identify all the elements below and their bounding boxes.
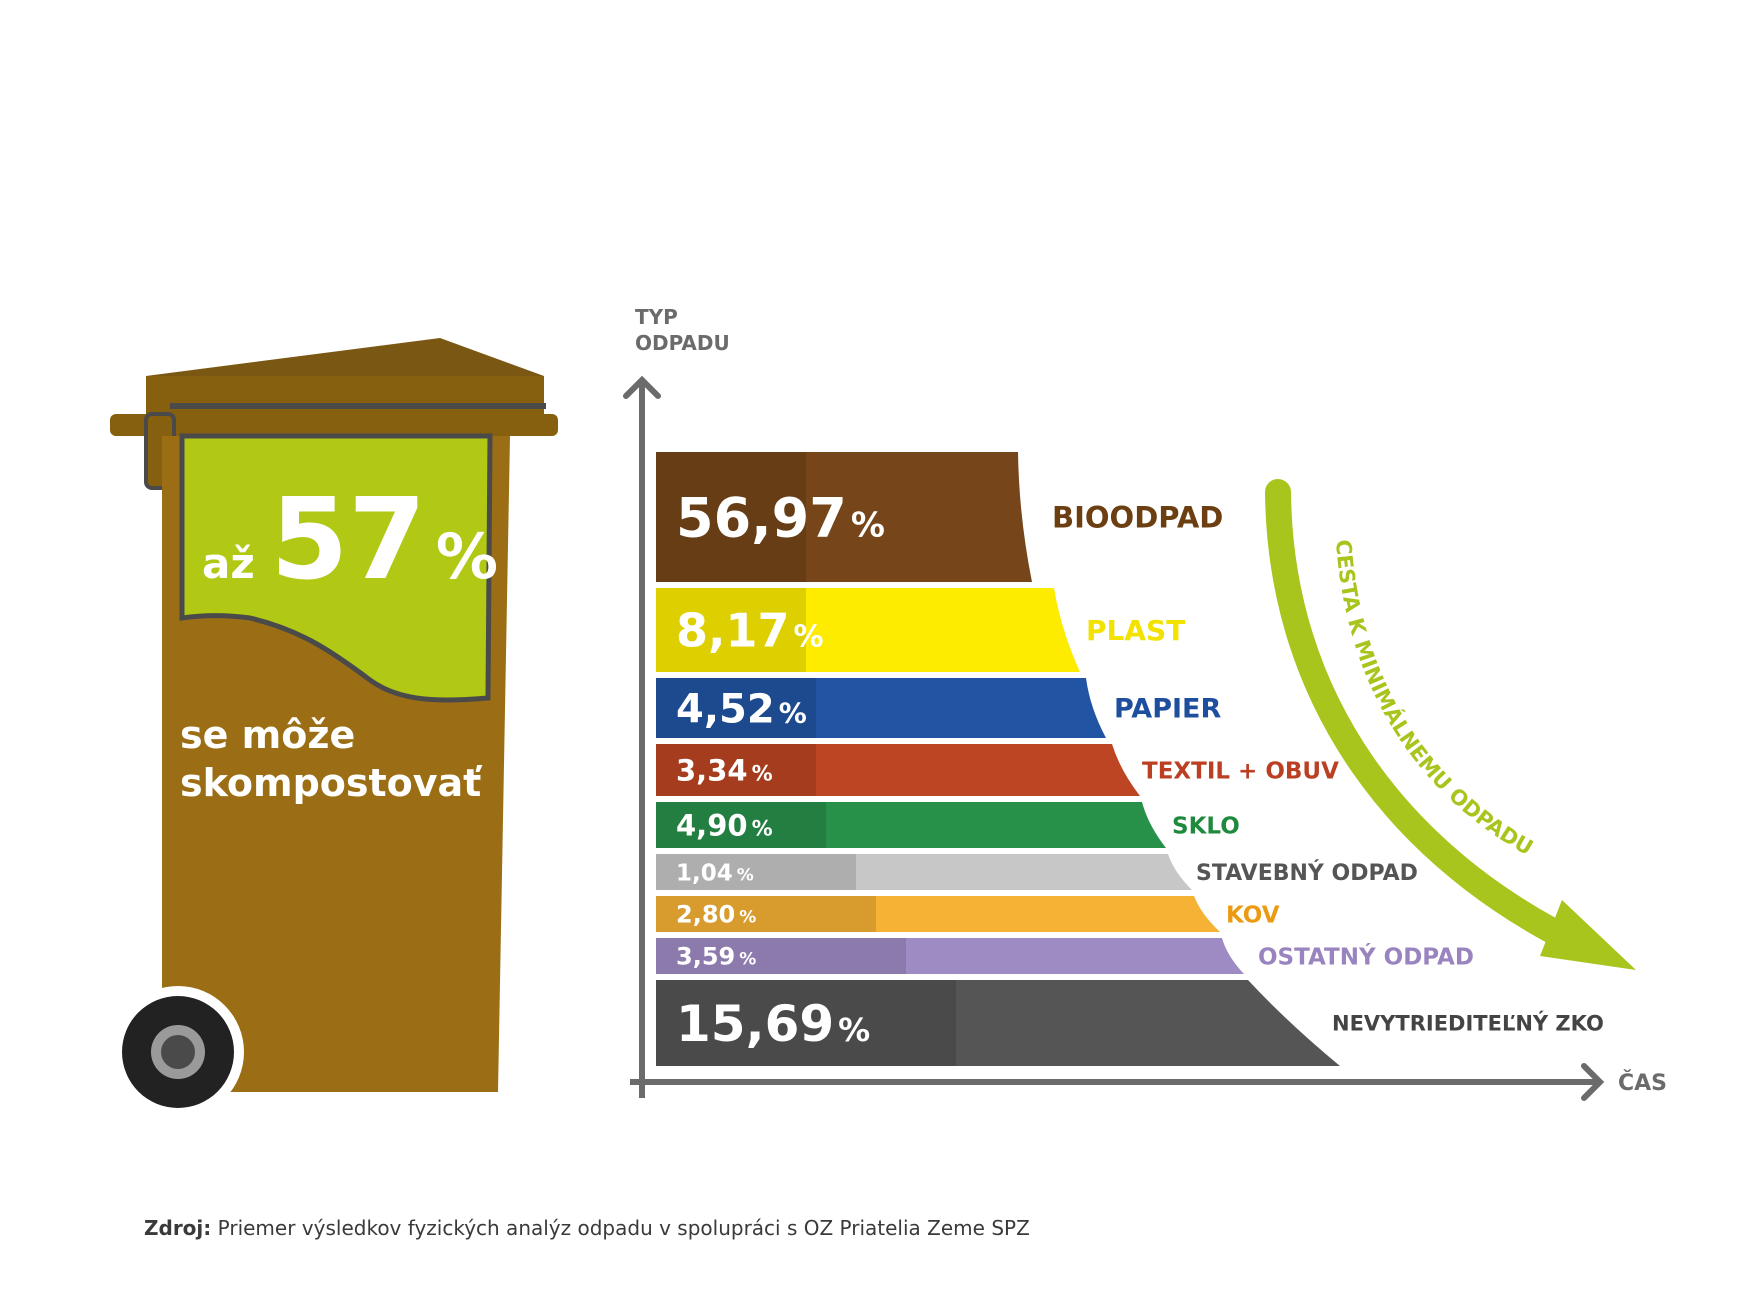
bar-4 xyxy=(656,744,1140,796)
bar-value-label-4: 3,34% xyxy=(676,753,773,787)
bar-value-number: 4,90 xyxy=(676,808,748,842)
bar-category-label-6: STAVEBNÝ ODPAD xyxy=(1196,860,1418,886)
minimal-waste-arrow: CESTA K MINIMÁLNEMU ODPADU xyxy=(1265,479,1636,970)
bar-1 xyxy=(656,452,1032,582)
source-note: Zdroj: Priemer výsledkov fyzických analý… xyxy=(144,1216,1030,1240)
bar-category-label-4: TEXTIL + OBUV xyxy=(1142,758,1339,784)
bar-value-number: 3,34 xyxy=(676,753,748,787)
bar-value-unit: % xyxy=(851,505,885,545)
bar-shade-2 xyxy=(656,588,806,672)
bar-value-label-9: 15,69% xyxy=(676,995,870,1053)
y-axis-label-line1: TYP xyxy=(635,305,678,329)
bar-shade-7 xyxy=(656,896,876,932)
bar-value-label-6: 1,04% xyxy=(676,860,754,886)
bar-7 xyxy=(656,896,1220,932)
bar-value-number: 1,04 xyxy=(676,860,733,886)
arrow-label: CESTA K MINIMÁLNEMU ODPADU xyxy=(1331,539,1537,860)
bin-label-area xyxy=(179,433,493,703)
bar-value-label-7: 2,80% xyxy=(676,901,756,929)
bar-6 xyxy=(656,854,1192,890)
bar-value-label-2: 8,17% xyxy=(676,604,824,658)
compost-bin: až 57 % se môže skompostovať xyxy=(110,338,558,1118)
bin-big-number: 57 xyxy=(270,475,426,605)
bar-value-unit: % xyxy=(739,950,756,970)
bar-shade-3 xyxy=(656,678,816,738)
bin-wheel xyxy=(112,986,244,1118)
bar-value-label-3: 4,52% xyxy=(676,686,807,732)
bar-value-number: 8,17 xyxy=(676,604,790,658)
bar-category-label-7: KOV xyxy=(1226,902,1280,928)
bin-percent: % xyxy=(436,520,498,593)
arrow-curve xyxy=(1265,479,1599,961)
bar-category-label-3: PAPIER xyxy=(1114,694,1221,725)
bar-8 xyxy=(656,938,1244,974)
y-axis-label-line2: ODPADU xyxy=(635,331,730,355)
bar-shade-8 xyxy=(656,938,906,974)
bar-value-number: 56,97 xyxy=(676,486,847,549)
bin-lid-top xyxy=(146,338,544,376)
bar-shade-4 xyxy=(656,744,816,796)
bar-value-label-1: 56,97% xyxy=(676,486,885,549)
x-axis-arrow xyxy=(1581,1063,1605,1101)
chart-axes: TYP ODPADU ČAS xyxy=(623,305,1667,1101)
bar-value-unit: % xyxy=(838,1011,870,1049)
bar-value-label-5: 4,90% xyxy=(676,808,773,842)
bar-shade-6 xyxy=(656,854,856,890)
bin-caption-line1: se môže xyxy=(180,713,355,757)
bar-value-number: 4,52 xyxy=(676,686,775,732)
bar-category-label-1: BIOODPAD xyxy=(1052,500,1223,534)
bar-shade-1 xyxy=(656,452,806,582)
bar-value-number: 2,80 xyxy=(676,901,735,929)
bar-value-label-8: 3,59% xyxy=(676,943,756,971)
bar-category-label-5: SKLO xyxy=(1172,813,1240,839)
bar-shade-5 xyxy=(656,802,826,848)
bar-category-label-9: NEVYTRIEDITEĽNÝ ZKO xyxy=(1332,1011,1604,1036)
bin-prefix: až xyxy=(202,539,255,588)
bar-value-unit: % xyxy=(779,696,807,729)
bar-value-unit: % xyxy=(794,620,824,655)
waste-bars: 56,97% BIOODPAD 8,17% PLAST 4,52% PAPIER 3,34%… xyxy=(656,452,1604,1066)
bar-value-unit: % xyxy=(737,865,754,885)
y-axis-arrow xyxy=(623,375,661,399)
bar-shade-9 xyxy=(656,980,956,1066)
bar-3 xyxy=(656,678,1106,738)
wheel-hub xyxy=(161,1035,195,1069)
bar-value-unit: % xyxy=(752,761,773,785)
bar-value-number: 15,69 xyxy=(676,995,834,1053)
bin-big-percentage: až 57 % xyxy=(202,475,498,605)
source-text: Priemer výsledkov fyzických analýz odpad… xyxy=(217,1216,1030,1240)
bar-category-label-2: PLAST xyxy=(1086,614,1185,647)
bar-5 xyxy=(656,802,1166,848)
bar-value-unit: % xyxy=(739,908,756,928)
bar-value-unit: % xyxy=(752,816,773,840)
bar-9 xyxy=(656,980,1340,1066)
bin-lid-rim xyxy=(110,414,558,436)
bar-category-label-8: OSTATNÝ ODPAD xyxy=(1258,942,1474,970)
arrow-head xyxy=(1540,900,1636,970)
bin-caption-line2: skompostovať xyxy=(180,761,483,805)
bar-value-number: 3,59 xyxy=(676,943,735,971)
bar-2 xyxy=(656,588,1080,672)
x-axis-label: ČAS xyxy=(1618,1070,1667,1096)
source-label: Zdroj: xyxy=(144,1216,212,1240)
